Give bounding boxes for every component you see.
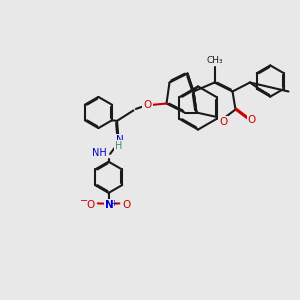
Text: +: + [110,199,117,208]
Text: H: H [115,141,122,152]
Text: NH: NH [92,148,106,158]
Text: O: O [86,200,95,210]
Text: O: O [143,100,152,110]
Text: N: N [105,200,114,210]
Text: O: O [248,115,256,125]
Text: O: O [122,200,131,210]
Text: CH₃: CH₃ [207,56,224,65]
Text: N: N [116,135,124,145]
Text: −: − [80,196,88,206]
Text: O: O [219,117,228,127]
